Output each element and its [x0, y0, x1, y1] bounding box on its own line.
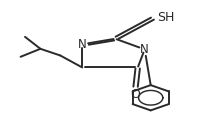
Text: O: O: [131, 88, 141, 101]
Text: N: N: [140, 43, 149, 56]
Text: N: N: [78, 38, 87, 51]
Text: SH: SH: [157, 11, 175, 24]
